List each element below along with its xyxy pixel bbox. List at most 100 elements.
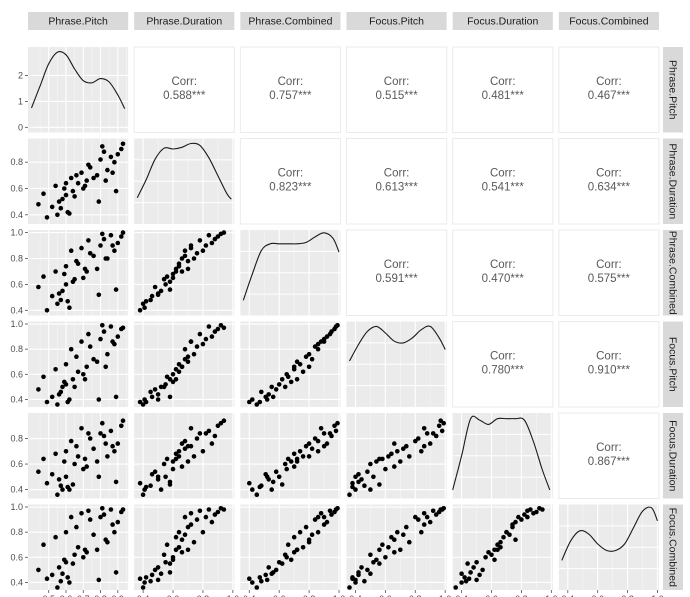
scatter-point bbox=[471, 565, 476, 570]
scatter-point bbox=[82, 377, 88, 382]
scatter-point bbox=[438, 418, 444, 424]
corr-label: Corr: bbox=[490, 76, 516, 88]
panel-r3-c1 bbox=[134, 321, 235, 407]
scatter-point bbox=[75, 545, 81, 550]
scatter-point bbox=[36, 284, 41, 290]
scatter-point bbox=[389, 451, 394, 457]
scatter-point bbox=[374, 557, 379, 563]
scatter-point bbox=[353, 487, 358, 492]
scatter-point bbox=[291, 464, 297, 469]
y-tick-label: 0.4 bbox=[10, 485, 23, 495]
scatter-point bbox=[148, 297, 153, 303]
x-tick-label: 0.6 bbox=[591, 594, 604, 597]
scatter-point bbox=[44, 399, 50, 405]
scatter-point bbox=[41, 456, 46, 462]
scatter-point bbox=[94, 173, 100, 178]
scatter-point bbox=[459, 571, 464, 576]
scatter-point bbox=[98, 336, 103, 342]
scatter-point bbox=[152, 387, 158, 392]
scatter-point bbox=[407, 539, 412, 545]
scatter-point bbox=[96, 577, 102, 583]
scatter-point bbox=[468, 570, 473, 575]
scatter-point bbox=[101, 236, 107, 242]
scatter-point bbox=[119, 146, 124, 152]
corr-value: 0.613*** bbox=[375, 181, 418, 193]
x-tick-label: 0.9 bbox=[112, 594, 125, 597]
panel-r1-c3: Corr: 0.613*** bbox=[346, 138, 448, 225]
scatter-point bbox=[291, 534, 297, 540]
scatter-point bbox=[377, 456, 382, 462]
scatter-point bbox=[300, 545, 306, 550]
y-tick-label: 0.6 bbox=[10, 459, 23, 469]
scatter-point bbox=[56, 477, 62, 482]
scatter-point bbox=[312, 436, 318, 441]
scatter-point bbox=[96, 397, 102, 402]
scatter-point bbox=[140, 492, 146, 498]
scatter-point bbox=[294, 377, 300, 382]
scatter-point bbox=[170, 459, 176, 464]
scatter-point bbox=[247, 480, 252, 486]
scatter-point bbox=[72, 194, 77, 199]
scatter-point bbox=[188, 339, 194, 344]
scatter-point bbox=[197, 508, 203, 514]
scatter-point bbox=[254, 585, 260, 590]
y-tick-label: 0.4 bbox=[10, 210, 23, 220]
scatter-point bbox=[112, 529, 117, 535]
scatter-point bbox=[303, 443, 309, 449]
row-label-phrase-pitch: Phrase.Pitch bbox=[667, 60, 679, 120]
scatter-point bbox=[221, 507, 227, 512]
scatter-point bbox=[62, 557, 67, 563]
scatter-point bbox=[294, 547, 300, 553]
scatter-point bbox=[203, 431, 209, 436]
scatter-point bbox=[353, 577, 358, 583]
scatter-point bbox=[291, 367, 297, 372]
scatter-point bbox=[120, 507, 126, 512]
scatter-point bbox=[188, 243, 194, 248]
scatter-point bbox=[264, 577, 270, 583]
y-tick-label: 1.0 bbox=[10, 502, 23, 512]
panel-r1-c4: Corr: 0.541*** bbox=[452, 138, 554, 225]
scatter-point bbox=[164, 274, 170, 279]
x-tick-label: 0.8 bbox=[409, 594, 422, 597]
scatter-point bbox=[101, 512, 107, 517]
scatter-point bbox=[212, 236, 218, 242]
scatter-point bbox=[100, 420, 105, 426]
scatter-point bbox=[63, 362, 69, 367]
scatter-point bbox=[306, 454, 312, 459]
scatter-point bbox=[269, 384, 275, 390]
panel-r3-c2 bbox=[240, 321, 341, 407]
y-tick-label: 1.0 bbox=[10, 228, 23, 238]
scatter-point bbox=[148, 578, 153, 584]
scatter-point bbox=[68, 175, 74, 181]
scatter-point bbox=[209, 519, 215, 525]
scatter-point bbox=[182, 514, 188, 520]
scatter-point bbox=[182, 253, 188, 259]
scatter-point bbox=[79, 426, 84, 431]
scatter-point bbox=[321, 514, 327, 520]
scatter-point bbox=[377, 547, 382, 553]
scatter-point bbox=[98, 514, 103, 520]
panel-bg bbox=[28, 230, 129, 316]
scatter-point bbox=[321, 443, 327, 449]
scatter-point bbox=[353, 474, 358, 480]
scatter-point bbox=[164, 456, 170, 462]
scatter-point bbox=[68, 438, 74, 444]
scatter-point bbox=[108, 428, 114, 434]
panel-r2-c3: Corr: 0.591*** bbox=[346, 229, 448, 316]
scatter-point bbox=[182, 248, 188, 253]
panel-r5-c0 bbox=[28, 504, 129, 590]
scatter-point bbox=[525, 508, 530, 514]
corr-label: Corr: bbox=[490, 167, 516, 179]
panel-r3-c3 bbox=[346, 321, 447, 407]
scatter-point bbox=[63, 529, 69, 535]
scatter-point bbox=[191, 256, 197, 261]
scatter-point bbox=[327, 508, 333, 514]
row-strip-focus-duration bbox=[663, 413, 683, 499]
x-tick-label: 1.0 bbox=[227, 594, 240, 597]
scatter-point bbox=[62, 271, 67, 277]
scatter-point bbox=[112, 248, 117, 253]
scatter-point bbox=[182, 346, 188, 352]
scatter-point bbox=[173, 534, 179, 540]
panel-r2-c0 bbox=[28, 230, 129, 316]
scatter-point bbox=[250, 580, 255, 585]
